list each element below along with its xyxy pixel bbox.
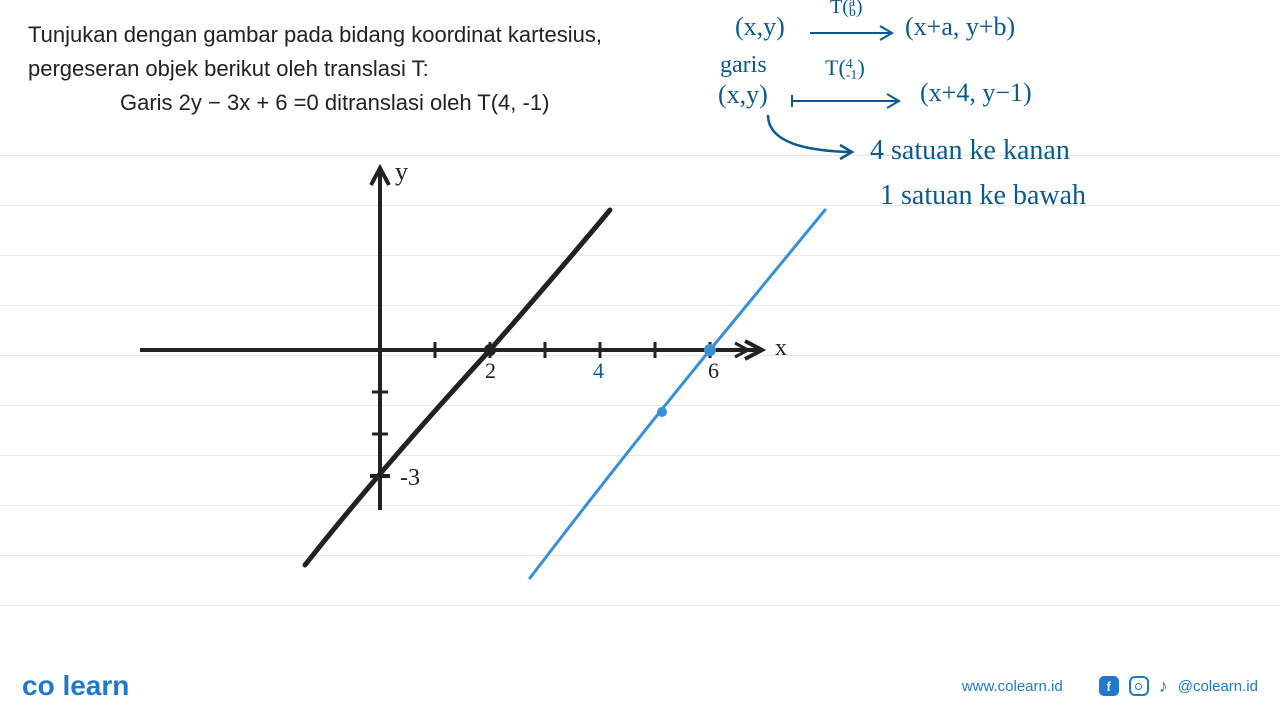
original-intercept-point <box>484 344 496 356</box>
hw-arrow-1-label: T(ab) <box>830 0 863 19</box>
problem-line-1: Tunjukan dengan gambar pada bidang koord… <box>28 18 602 51</box>
instagram-icon <box>1129 676 1149 696</box>
hw-rule-2: 1 satuan ke bawah <box>880 180 1086 212</box>
logo-text: co learn <box>22 670 129 701</box>
tick-4: 4 <box>593 358 604 383</box>
tick-2: 2 <box>485 358 496 383</box>
footer-handle: @colearn.id <box>1178 678 1258 695</box>
translated-line <box>530 210 825 578</box>
footer-right: www.colearn.id f ♪ @colearn.id <box>962 676 1258 697</box>
facebook-icon: f <box>1099 676 1119 696</box>
footer-url: www.colearn.id <box>962 678 1063 695</box>
graph-svg: y x 2 4 6 -3 <box>80 150 800 630</box>
y-axis-label: y <box>395 157 408 186</box>
tick-neg3: -3 <box>400 465 420 491</box>
hw-rule-1: 4 satuan ke kanan <box>870 135 1070 167</box>
hw-map2-right: (x+4, y−1) <box>920 78 1032 108</box>
hw-garis: garis <box>720 52 767 79</box>
translated-point-2 <box>657 407 667 417</box>
tick-6: 6 <box>708 358 719 383</box>
footer: co learn www.colearn.id f ♪ @colearn.id <box>22 670 1258 702</box>
problem-line-3: Garis 2y − 3x + 6 =0 ditranslasi oleh T(… <box>120 86 549 119</box>
cartesian-graph: y x 2 4 6 -3 <box>80 150 800 630</box>
hw-arrow-1 <box>810 18 905 48</box>
tiktok-icon: ♪ <box>1159 676 1168 697</box>
hw-map1-right: (x+a, y+b) <box>905 12 1015 42</box>
x-axis-label: x <box>775 335 787 361</box>
original-line <box>305 210 610 565</box>
hw-map2-left: (x,y) <box>718 80 768 110</box>
brand-logo: co learn <box>22 670 129 702</box>
problem-line-2: pergeseran objek berikut oleh translasi … <box>28 52 429 85</box>
hw-map1-left: (x,y) <box>735 12 785 42</box>
translated-point-1 <box>704 344 716 356</box>
hw-arrow-2-label: T(4-1) <box>825 55 865 81</box>
